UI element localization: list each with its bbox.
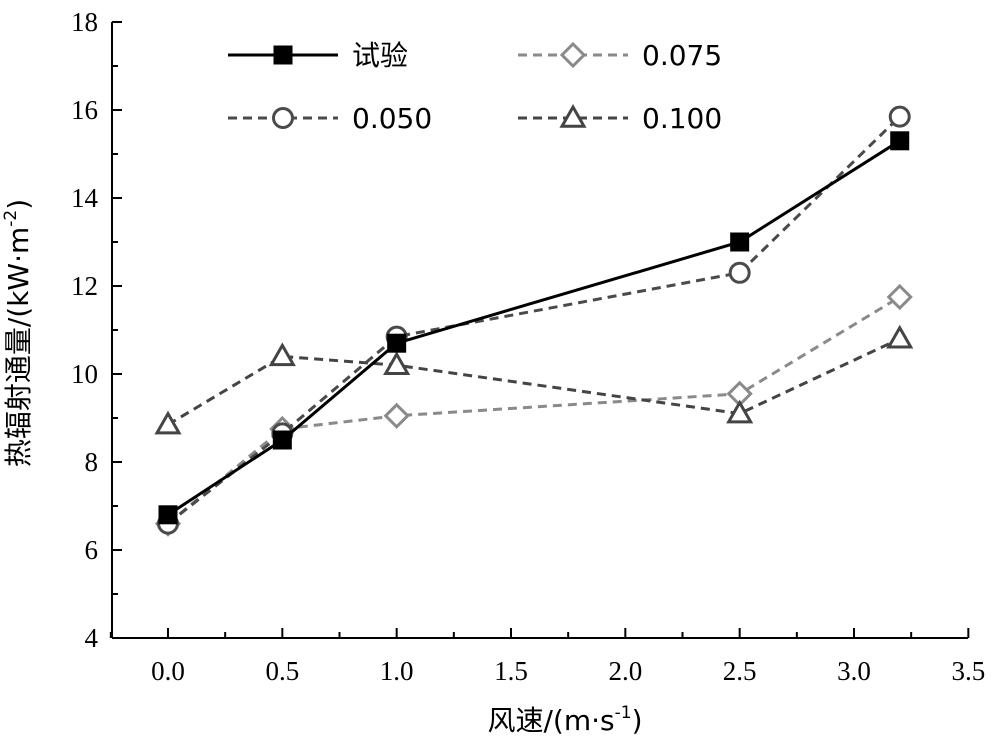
x-tick-label: 3.0 bbox=[837, 656, 871, 686]
legend-label: 0.050 bbox=[352, 102, 432, 135]
series-line bbox=[167, 115, 901, 525]
y-tick-label: 16 bbox=[71, 95, 98, 125]
y-tick-label: 14 bbox=[71, 183, 99, 213]
series-1 bbox=[158, 131, 910, 525]
legend-marker bbox=[272, 107, 294, 129]
data-point bbox=[888, 105, 911, 128]
legend-marker bbox=[559, 41, 587, 69]
x-tick-label: 1.0 bbox=[380, 656, 414, 686]
series-3 bbox=[157, 105, 911, 535]
x-axis-title: 风速/(m·s-1) bbox=[487, 703, 642, 737]
x-tick-label: 1.5 bbox=[494, 656, 528, 686]
data-point bbox=[154, 410, 182, 435]
y-tick-label: 12 bbox=[71, 271, 98, 301]
legend-entry: 试验 bbox=[228, 39, 408, 72]
axes bbox=[111, 22, 968, 639]
data-point bbox=[272, 430, 292, 450]
legend-marker bbox=[273, 45, 293, 65]
data-point bbox=[387, 333, 407, 353]
y-tick-label: 18 bbox=[71, 7, 98, 37]
legend-entry: 0.050 bbox=[228, 102, 432, 135]
data-point bbox=[268, 342, 296, 367]
series-4 bbox=[154, 324, 914, 435]
series-2 bbox=[154, 283, 913, 537]
legend-entry: 0.075 bbox=[518, 39, 722, 72]
legend-entry: 0.100 bbox=[518, 102, 722, 135]
x-tick-label: 2.5 bbox=[723, 656, 757, 686]
legend-label: 0.075 bbox=[642, 39, 722, 72]
x-tick-label: 0.0 bbox=[151, 656, 185, 686]
series-line bbox=[167, 295, 901, 525]
y-axis-title: 热辐射通量/(kW·m-2) bbox=[1, 199, 35, 467]
data-point bbox=[383, 351, 411, 375]
data-point bbox=[890, 131, 910, 151]
series-line bbox=[167, 139, 901, 517]
legend-label: 试验 bbox=[352, 39, 408, 72]
data-point bbox=[383, 402, 410, 429]
legend-marker bbox=[559, 103, 587, 128]
x-axis-ticks: 0.0 0.5 1.0 1.5 2.0 2.5 3.0 3.5 bbox=[109, 628, 985, 686]
data-point bbox=[158, 505, 178, 525]
y-tick-label: 4 bbox=[85, 623, 99, 653]
data-point bbox=[886, 324, 914, 349]
x-tick-label: 2.0 bbox=[608, 656, 642, 686]
data-point bbox=[728, 261, 751, 284]
data-point bbox=[730, 232, 750, 252]
y-tick-label: 10 bbox=[71, 359, 98, 389]
data-point bbox=[726, 399, 754, 424]
data-point bbox=[886, 283, 913, 311]
legend-label: 0.100 bbox=[642, 102, 722, 135]
x-tick-label: 3.5 bbox=[951, 656, 985, 686]
y-axis-ticks: 4 6 8 10 12 14 16 18 bbox=[71, 7, 122, 653]
x-tick-label: 0.5 bbox=[265, 656, 299, 686]
legend: 试验 0.075 0.050 0.100 bbox=[228, 39, 722, 135]
y-tick-label: 8 bbox=[85, 447, 99, 477]
series-layer bbox=[154, 105, 914, 537]
y-tick-label: 6 bbox=[85, 535, 99, 565]
